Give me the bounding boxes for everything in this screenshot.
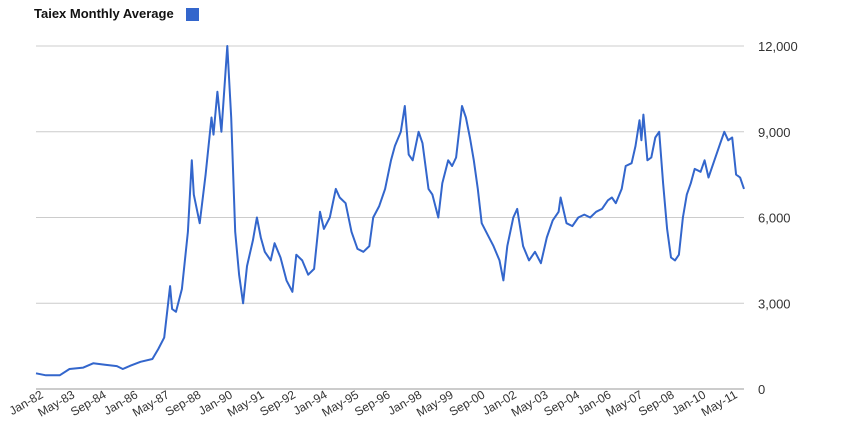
x-tick-label: Sep-92: [257, 387, 298, 419]
x-tick-label: Sep-04: [541, 387, 582, 419]
x-tick-label: May-91: [225, 387, 267, 419]
x-tick-label: Sep-00: [447, 387, 488, 419]
y-tick-label: 9,000: [758, 125, 791, 140]
x-tick-label: Sep-08: [636, 387, 677, 419]
y-tick-label: 3,000: [758, 296, 791, 311]
x-tick-label: May-07: [603, 387, 645, 419]
x-tick-label: May-95: [319, 387, 361, 419]
x-tick-label: May-83: [35, 387, 77, 419]
y-tick-label: 12,000: [758, 39, 798, 54]
y-axis-ticks: 0 3,000 6,000 9,000 12,000: [758, 39, 798, 397]
gridlines: [36, 45, 744, 390]
x-tick-label: May-11: [699, 387, 740, 419]
legend-swatch: [186, 8, 199, 21]
y-tick-label: 0: [758, 382, 765, 397]
x-tick-label: Sep-96: [352, 387, 393, 419]
x-tick-label: May-03: [509, 387, 551, 419]
legend-title: Taiex Monthly Average: [34, 6, 174, 21]
series-line-taiex: [35, 45, 745, 377]
x-axis-ticks: Jan-82May-83Sep-84Jan-86May-87Sep-88Jan-…: [7, 387, 740, 419]
y-tick-label: 6,000: [758, 211, 791, 226]
x-tick-label: Sep-88: [163, 387, 204, 419]
x-tick-label: May-99: [414, 387, 456, 419]
x-tick-label: May-87: [130, 387, 172, 419]
x-tick-label: Sep-84: [68, 387, 109, 419]
